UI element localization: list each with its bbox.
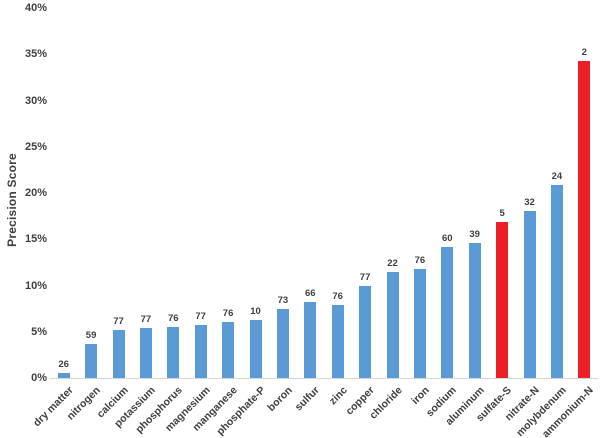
y-tick-label: 5% — [31, 325, 47, 338]
bar-nitrate-N — [523, 210, 536, 378]
bar-sodium — [441, 246, 454, 378]
bar-value-label: 76 — [332, 290, 343, 302]
bar-value-label: 2 — [581, 46, 587, 58]
bar-value-label: 22 — [387, 257, 398, 269]
bar-value-label: 66 — [305, 288, 316, 300]
y-tick-label: 10% — [24, 279, 47, 292]
bar-copper — [359, 285, 372, 378]
bar-potassium — [139, 328, 152, 378]
bar-value-label: 26 — [58, 359, 69, 371]
bar-value-label: 76 — [168, 313, 179, 325]
bar-value-label: 76 — [222, 307, 234, 319]
bar-value-label: 60 — [442, 232, 453, 244]
bar-value-label: 5 — [499, 207, 505, 219]
bar-phosphate-P — [249, 319, 262, 378]
bar-manganese — [222, 321, 235, 378]
y-tick-label: 20% — [24, 187, 47, 199]
bar-value-label: 10 — [250, 305, 261, 317]
bar-nitrogen — [85, 343, 98, 378]
bar-value-label: 77 — [140, 314, 152, 326]
bar-calcium — [112, 329, 125, 378]
x-axis-line — [50, 378, 598, 379]
bar-sulfur — [304, 302, 317, 378]
y-tick-label: 0% — [31, 372, 47, 384]
bar-boron — [276, 308, 289, 378]
bar-phosphorus — [167, 327, 180, 378]
bar-sulfate-S — [496, 221, 509, 378]
bar-chloride — [386, 271, 399, 378]
bar-zinc — [331, 304, 344, 378]
bar-value-label: 77 — [359, 271, 371, 283]
bar-value-label: 77 — [113, 315, 124, 327]
y-tick-label: 15% — [24, 233, 47, 246]
bar-magnesium — [194, 325, 207, 378]
bar-value-label: 24 — [551, 170, 563, 182]
bar-value-label: 76 — [414, 254, 426, 266]
bar-aluminum — [468, 242, 481, 378]
bar-value-label: 32 — [524, 196, 535, 208]
bar-ammonium-N — [578, 60, 591, 378]
y-tick-label: 35% — [24, 48, 47, 61]
bar-value-label: 39 — [469, 228, 480, 240]
y-tick-label: 30% — [24, 94, 47, 107]
bar-value-label: 59 — [85, 329, 97, 341]
bar-molybdenum — [550, 184, 563, 378]
bar-value-label: 77 — [195, 311, 206, 323]
bar-iron — [413, 268, 426, 378]
bar-dry-matter — [57, 373, 70, 378]
bar-value-label: 73 — [277, 294, 289, 306]
y-tick-label: 40% — [24, 2, 47, 14]
y-tick-label: 25% — [24, 140, 47, 153]
